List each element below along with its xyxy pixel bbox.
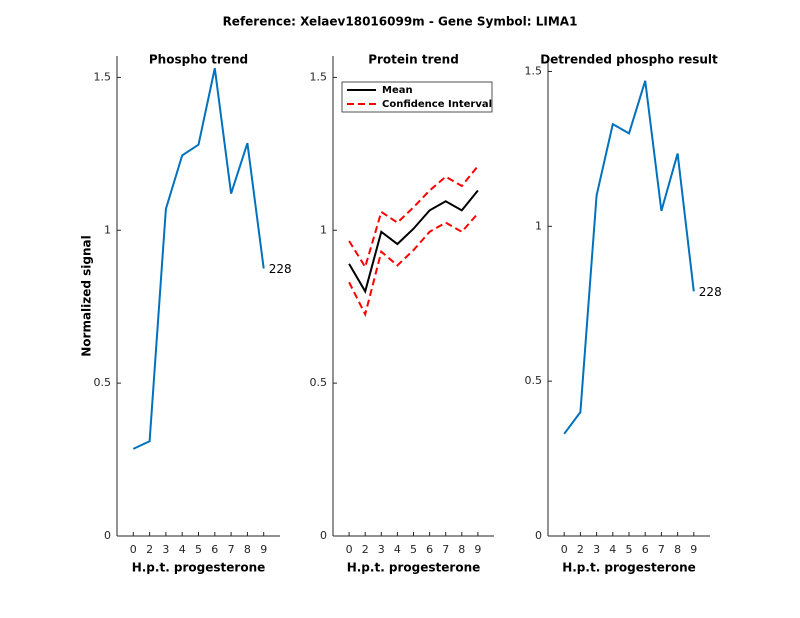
- x-tick-label: 9: [474, 543, 481, 556]
- legend-label: Confidence Interval: [382, 99, 492, 110]
- y-tick-label: 1: [535, 219, 542, 232]
- x-tick-label: 8: [458, 543, 465, 556]
- y-axis-label: Normalized signal: [80, 235, 94, 357]
- x-tick-label: 5: [626, 543, 633, 556]
- y-tick-label: 0: [535, 529, 542, 542]
- y-tick-label: 1: [104, 223, 111, 236]
- x-tick-label: 0: [130, 543, 137, 556]
- annotation: 228: [269, 262, 292, 276]
- x-tick-label: 3: [162, 543, 169, 556]
- y-tick-label: 1.5: [310, 70, 328, 83]
- legend-label: Mean: [382, 85, 413, 96]
- x-axis-label: H.p.t. progesterone: [132, 561, 266, 575]
- x-axis-label: H.p.t. progesterone: [562, 561, 696, 575]
- y-tick-label: 1: [320, 223, 327, 236]
- y-tick-label: 0.5: [310, 376, 328, 389]
- x-tick-label: 5: [410, 543, 417, 556]
- annotation: 228: [699, 285, 722, 299]
- x-tick-label: 7: [658, 543, 665, 556]
- x-tick-label: 4: [394, 543, 401, 556]
- y-tick-label: 0.5: [94, 376, 112, 389]
- legend-box: [341, 81, 493, 113]
- x-tick-label: 6: [642, 543, 649, 556]
- x-tick-label: 8: [674, 543, 681, 556]
- x-tick-label: 2: [146, 543, 153, 556]
- ci-upper-line: [348, 165, 479, 270]
- x-tick-label: 3: [378, 543, 385, 556]
- x-tick-label: 3: [593, 543, 600, 556]
- y-tick-label: 1.5: [525, 64, 543, 77]
- x-tick-label: 6: [211, 543, 218, 556]
- x-tick-label: 7: [442, 543, 449, 556]
- x-tick-label: 5: [195, 543, 202, 556]
- x-tick-label: 9: [260, 543, 267, 556]
- x-axis-label: H.p.t. progesterone: [347, 561, 481, 575]
- y-tick-label: 0: [320, 529, 327, 542]
- figure-title: Reference: Xelaev18016099m - Gene Symbol…: [223, 15, 578, 29]
- panel-title: Phospho trend: [149, 53, 248, 67]
- x-tick-label: 2: [362, 543, 369, 556]
- y-tick-label: 0: [104, 529, 111, 542]
- x-tick-label: 8: [244, 543, 251, 556]
- data-line: [563, 80, 695, 435]
- x-tick-label: 4: [609, 543, 616, 556]
- x-tick-label: 2: [577, 543, 584, 556]
- x-tick-label: 6: [426, 543, 433, 556]
- data-line: [348, 189, 479, 294]
- x-tick-label: 7: [228, 543, 235, 556]
- panel-title: Detrended phospho result: [540, 53, 718, 67]
- x-tick-label: 4: [179, 543, 186, 556]
- ci-lower-line: [348, 212, 479, 318]
- y-tick-label: 0.5: [525, 374, 543, 387]
- x-tick-label: 9: [690, 543, 697, 556]
- data-line: [132, 68, 265, 450]
- x-tick-label: 0: [346, 543, 353, 556]
- panel-title: Protein trend: [368, 53, 459, 67]
- y-tick-label: 1.5: [94, 70, 112, 83]
- x-tick-label: 0: [561, 543, 568, 556]
